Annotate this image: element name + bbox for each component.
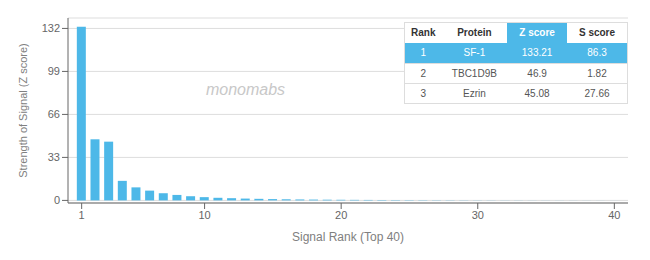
- svg-text:30: 30: [472, 209, 484, 221]
- svg-text:40: 40: [608, 209, 620, 221]
- html-text:2: 2: [420, 67, 427, 79]
- svg-text:1: 1: [79, 209, 85, 221]
- html-text:1.82: 1.82: [587, 67, 607, 79]
- svg-text:33: 33: [48, 151, 60, 163]
- svg-text:10: 10: [198, 209, 210, 221]
- html-text:Ezrin: Ezrin: [463, 87, 486, 99]
- svg-text:monomabs: monomabs: [206, 81, 285, 98]
- html-text:S score: S score: [578, 27, 616, 39]
- html-text:1: 1: [420, 47, 427, 59]
- html-text:133.21: 133.21: [521, 47, 553, 59]
- svg-text:Signal Rank (Top 40): Signal Rank (Top 40): [292, 230, 404, 244]
- svg-text:66: 66: [48, 108, 60, 120]
- svg-text:132: 132: [42, 22, 60, 34]
- svg-text:20: 20: [335, 209, 347, 221]
- html-text:45.08: 45.08: [524, 87, 550, 99]
- html-text:86.3: 86.3: [587, 47, 607, 59]
- html-text:27.66: 27.66: [584, 87, 610, 99]
- html-text:46.9: 46.9: [527, 67, 547, 79]
- html-text:TBC1D9B: TBC1D9B: [451, 67, 497, 79]
- html-text:Protein: Protein: [457, 27, 492, 39]
- html-text:3: 3: [420, 87, 427, 99]
- svg-text:0: 0: [54, 194, 60, 206]
- svg-text:99: 99: [48, 65, 60, 77]
- svg-text:Strength of Signal (Z score): Strength of Signal (Z score): [17, 43, 29, 178]
- html-text:Rank: Rank: [411, 27, 436, 39]
- html-text:SF-1: SF-1: [463, 47, 486, 59]
- html-text:Z score: Z score: [519, 27, 555, 39]
